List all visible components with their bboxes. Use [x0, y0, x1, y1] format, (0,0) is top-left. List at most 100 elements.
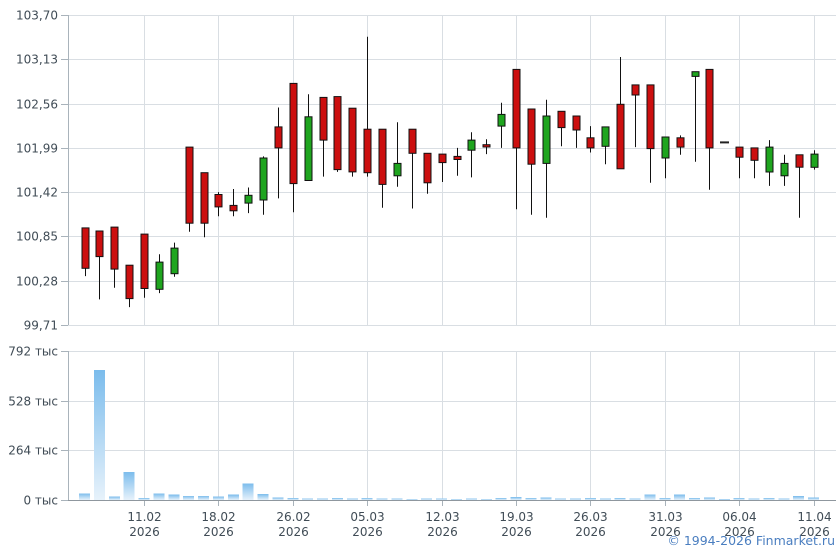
- volume-bar: [257, 494, 269, 500]
- candle: [795, 154, 804, 218]
- candle: [482, 139, 491, 155]
- volume-bar: [644, 494, 656, 500]
- volume-bar: [153, 493, 165, 500]
- volume-bar: [733, 498, 745, 500]
- date-tick-label: 05.03: [350, 510, 384, 524]
- candle-body: [110, 226, 119, 270]
- date-tick-year-label: 2026: [575, 525, 606, 539]
- candle: [631, 84, 640, 148]
- date-tick-year-label: 2026: [799, 525, 830, 539]
- candle-body: [289, 82, 298, 185]
- volume-bar: [287, 498, 299, 500]
- volume-bar: [808, 497, 820, 500]
- candle-body: [274, 126, 283, 149]
- candle-body: [363, 128, 372, 174]
- candle-body: [572, 115, 581, 131]
- candle: [125, 264, 134, 308]
- candle-body: [512, 68, 521, 149]
- price-tick-label: 100,85: [16, 230, 58, 244]
- candle-body: [259, 157, 268, 201]
- candle: [319, 96, 328, 177]
- candle-body: [482, 144, 491, 148]
- candle-body: [304, 116, 313, 182]
- volume-bar: [391, 498, 403, 500]
- volume-bar: [421, 498, 433, 500]
- candle-body: [438, 153, 447, 164]
- candle: [408, 128, 417, 209]
- date-tick-year-label: 2026: [650, 525, 681, 539]
- candle-body: [467, 139, 476, 151]
- candle-body: [750, 147, 759, 161]
- candle: [601, 126, 610, 165]
- candle: [423, 152, 432, 194]
- volume-bar: [227, 494, 239, 500]
- candle: [527, 108, 536, 215]
- candle: [438, 153, 447, 182]
- candle-body: [735, 146, 744, 158]
- candle-body: [319, 96, 328, 141]
- volume-bar: [495, 498, 507, 500]
- volume-bar: [704, 497, 715, 500]
- candle: [661, 136, 670, 179]
- candle-body: [601, 126, 610, 147]
- candle-body: [527, 108, 536, 165]
- candle: [750, 147, 759, 179]
- volume-bar: [674, 494, 686, 500]
- axes: [61, 15, 836, 506]
- volume-bar: [540, 497, 552, 500]
- candle: [765, 140, 774, 186]
- candle: [274, 107, 283, 199]
- candle: [393, 122, 402, 187]
- volume-bar: [480, 498, 492, 500]
- candle: [780, 154, 789, 186]
- volume-bar: [718, 499, 730, 500]
- volume-bar: [599, 498, 611, 500]
- volume-bar: [332, 498, 343, 500]
- candle: [155, 254, 164, 294]
- candle-body: [155, 261, 164, 290]
- candle: [81, 227, 90, 277]
- volume-bar: [629, 498, 641, 500]
- candle-body: [705, 68, 714, 149]
- date-tick-year-label: 2026: [352, 525, 383, 539]
- volume-bar: [659, 498, 671, 500]
- date-tick-label: 11.04: [797, 510, 831, 524]
- price-tick-label: 102,56: [16, 98, 58, 112]
- candle-body: [244, 194, 253, 204]
- candle: [616, 57, 625, 170]
- volume-bar: [376, 498, 388, 500]
- candle: [572, 115, 581, 148]
- copyright-link[interactable]: © 1994-2026 Finmarket.ru: [667, 533, 835, 548]
- candle-body: [95, 230, 104, 258]
- candle: [200, 172, 209, 238]
- candle-body: [765, 146, 774, 173]
- candle-body: [125, 264, 134, 300]
- candle: [735, 146, 744, 179]
- candle-body: [140, 233, 149, 290]
- candle-body: [780, 162, 789, 177]
- candle: [244, 187, 253, 214]
- volume-bar: [198, 495, 209, 500]
- candle: [646, 84, 655, 183]
- volume-tick-label: 264 тыс: [8, 444, 58, 458]
- date-tick-label: 12.03: [425, 510, 459, 524]
- candle: [705, 68, 714, 190]
- candle-body: [586, 137, 595, 149]
- volume-bar: [168, 494, 180, 500]
- candle: [676, 135, 685, 155]
- price-tick-label: 103,70: [16, 9, 58, 23]
- candle: [512, 68, 521, 210]
- candle-body: [214, 194, 223, 208]
- candle: [348, 107, 357, 177]
- volume-bar: [689, 498, 701, 500]
- volume-bar: [272, 497, 284, 500]
- volume-bar: [302, 498, 314, 500]
- candle: [810, 150, 819, 170]
- candle: [691, 71, 700, 162]
- volume-bar: [79, 493, 90, 500]
- candle-body: [423, 152, 432, 184]
- volume-bar: [748, 498, 760, 500]
- volume-bar: [793, 496, 805, 500]
